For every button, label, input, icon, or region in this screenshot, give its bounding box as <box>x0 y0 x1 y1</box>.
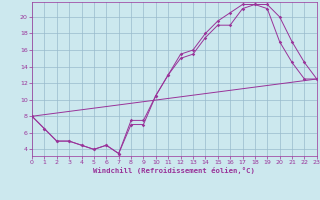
X-axis label: Windchill (Refroidissement éolien,°C): Windchill (Refroidissement éolien,°C) <box>93 167 255 174</box>
